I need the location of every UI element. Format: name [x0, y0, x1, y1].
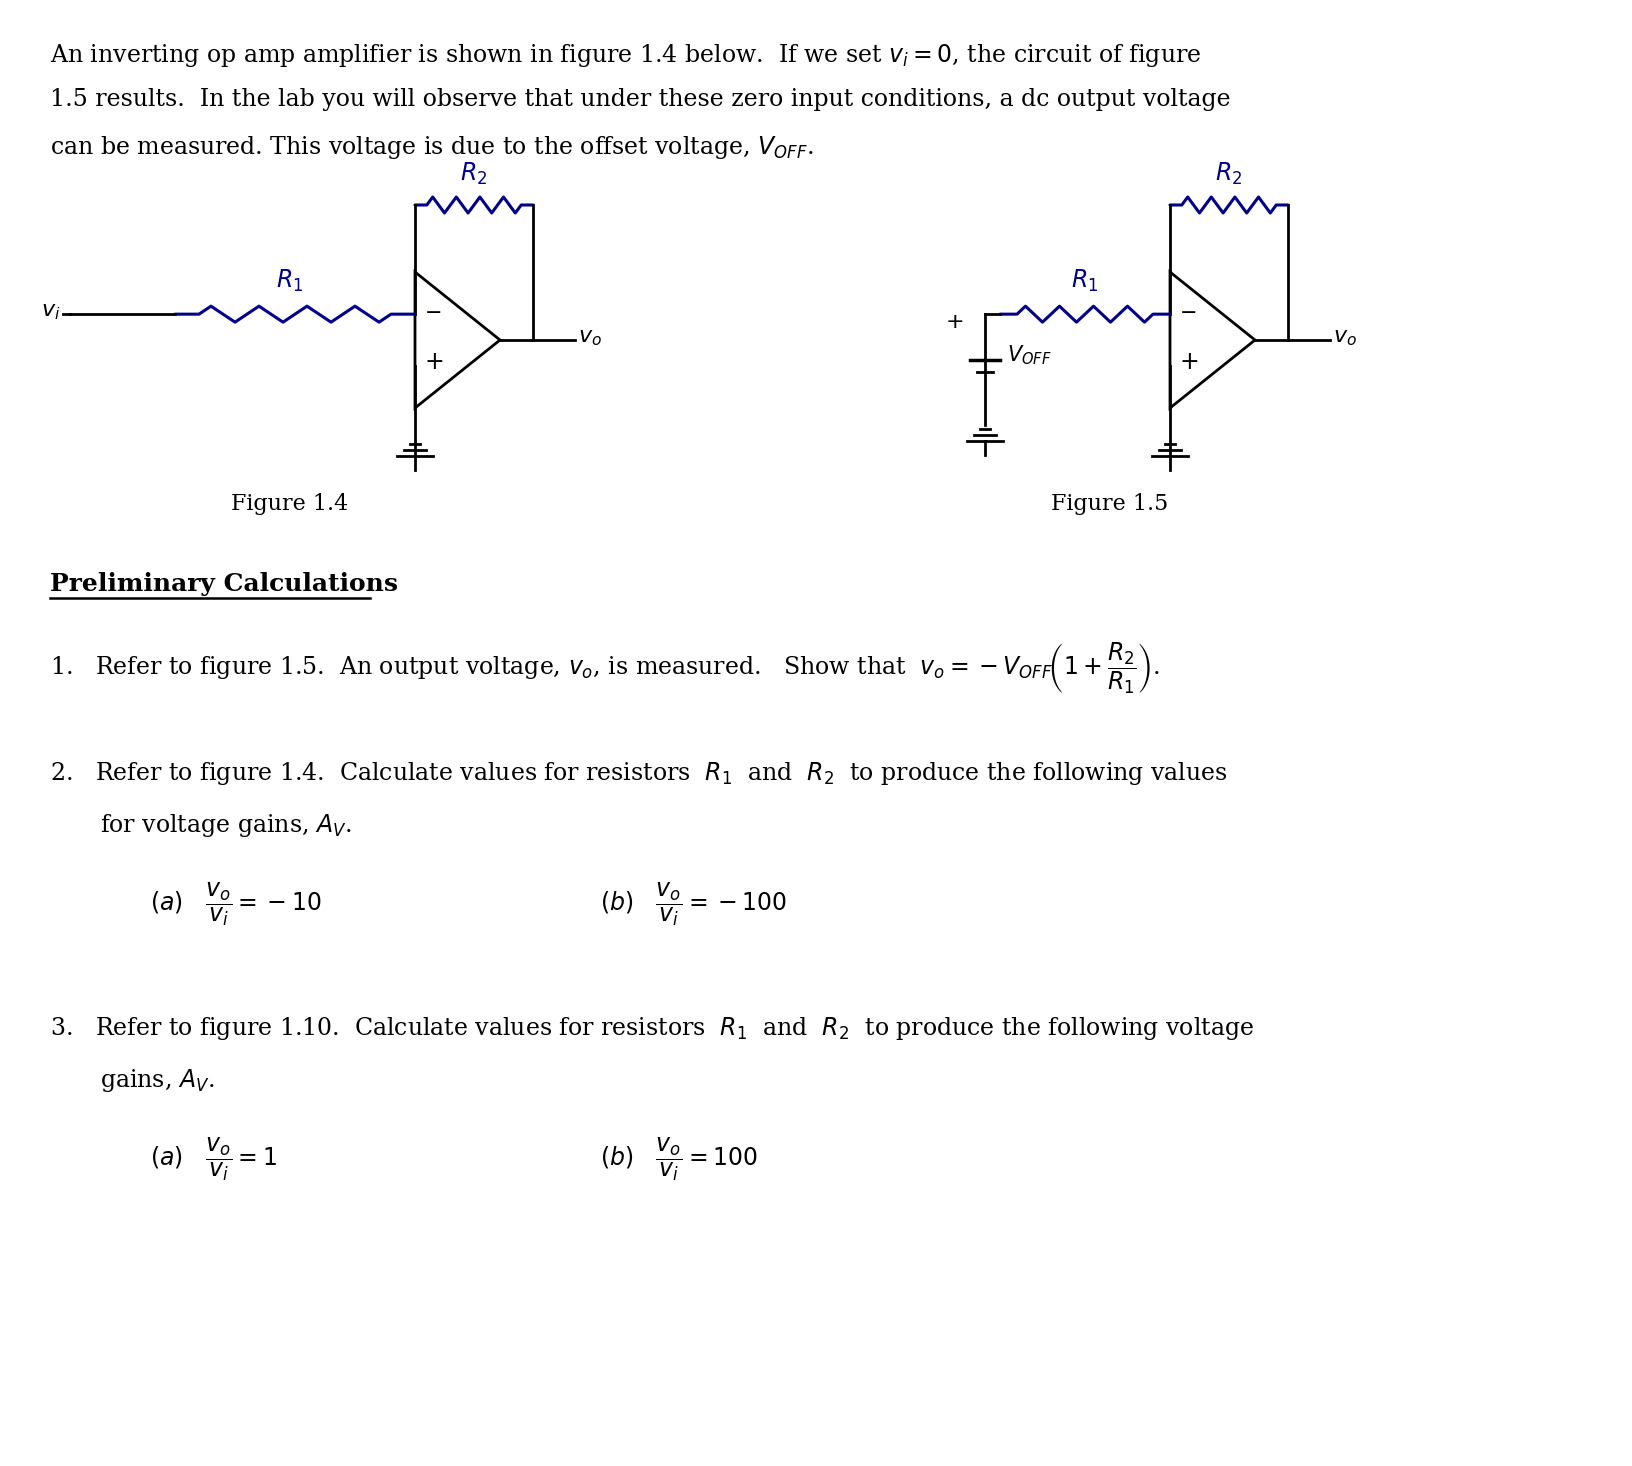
- Text: $v_i$: $v_i$: [41, 301, 60, 323]
- Text: 1.5 results.  In the lab you will observe that under these zero input conditions: 1.5 results. In the lab you will observe…: [51, 88, 1231, 111]
- Text: 2.   Refer to figure 1.4.  Calculate values for resistors  $R_1$  and  $R_2$  to: 2. Refer to figure 1.4. Calculate values…: [51, 759, 1227, 787]
- Text: $(a)$   $\dfrac{v_o}{v_i} = 1$: $(a)$ $\dfrac{v_o}{v_i} = 1$: [150, 1135, 277, 1183]
- Text: can be measured. This voltage is due to the offset voltage, $V_{OFF}$.: can be measured. This voltage is due to …: [51, 133, 814, 161]
- Text: $R_1$: $R_1$: [276, 268, 304, 295]
- Text: $+$: $+$: [945, 311, 963, 333]
- Text: $(b)$   $\dfrac{v_o}{v_i} = 100$: $(b)$ $\dfrac{v_o}{v_i} = 100$: [601, 1135, 759, 1183]
- Text: $v_o$: $v_o$: [1333, 325, 1356, 347]
- Text: $-$: $-$: [424, 302, 441, 321]
- Text: 3.   Refer to figure 1.10.  Calculate values for resistors  $R_1$  and  $R_2$  t: 3. Refer to figure 1.10. Calculate value…: [51, 1014, 1253, 1042]
- Text: 1.   Refer to figure 1.5.  An output voltage, $v_o$, is measured.   Show that  $: 1. Refer to figure 1.5. An output voltag…: [51, 641, 1160, 696]
- Text: gains, $A_V$.: gains, $A_V$.: [100, 1067, 215, 1094]
- Text: for voltage gains, $A_V$.: for voltage gains, $A_V$.: [100, 812, 353, 839]
- Text: Figure 1.4: Figure 1.4: [232, 493, 349, 515]
- Text: Preliminary Calculations: Preliminary Calculations: [51, 572, 398, 597]
- Text: $V_{OFF}$: $V_{OFF}$: [1007, 345, 1051, 368]
- Text: An inverting op amp amplifier is shown in figure 1.4 below.  If we set $v_i = 0$: An inverting op amp amplifier is shown i…: [51, 43, 1201, 69]
- Text: $(b)$   $\dfrac{v_o}{v_i} = -100$: $(b)$ $\dfrac{v_o}{v_i} = -100$: [601, 880, 787, 928]
- Text: $(a)$   $\dfrac{v_o}{v_i} = -10$: $(a)$ $\dfrac{v_o}{v_i} = -10$: [150, 880, 322, 928]
- Text: $+$: $+$: [424, 352, 444, 374]
- Text: $-$: $-$: [1178, 302, 1196, 321]
- Text: Figure 1.5: Figure 1.5: [1051, 493, 1169, 515]
- Text: $R_2$: $R_2$: [1216, 161, 1242, 188]
- Text: $R_2$: $R_2$: [460, 161, 488, 188]
- Text: $+$: $+$: [1178, 352, 1198, 374]
- Text: $v_o$: $v_o$: [578, 325, 602, 347]
- Text: $R_1$: $R_1$: [1071, 268, 1098, 295]
